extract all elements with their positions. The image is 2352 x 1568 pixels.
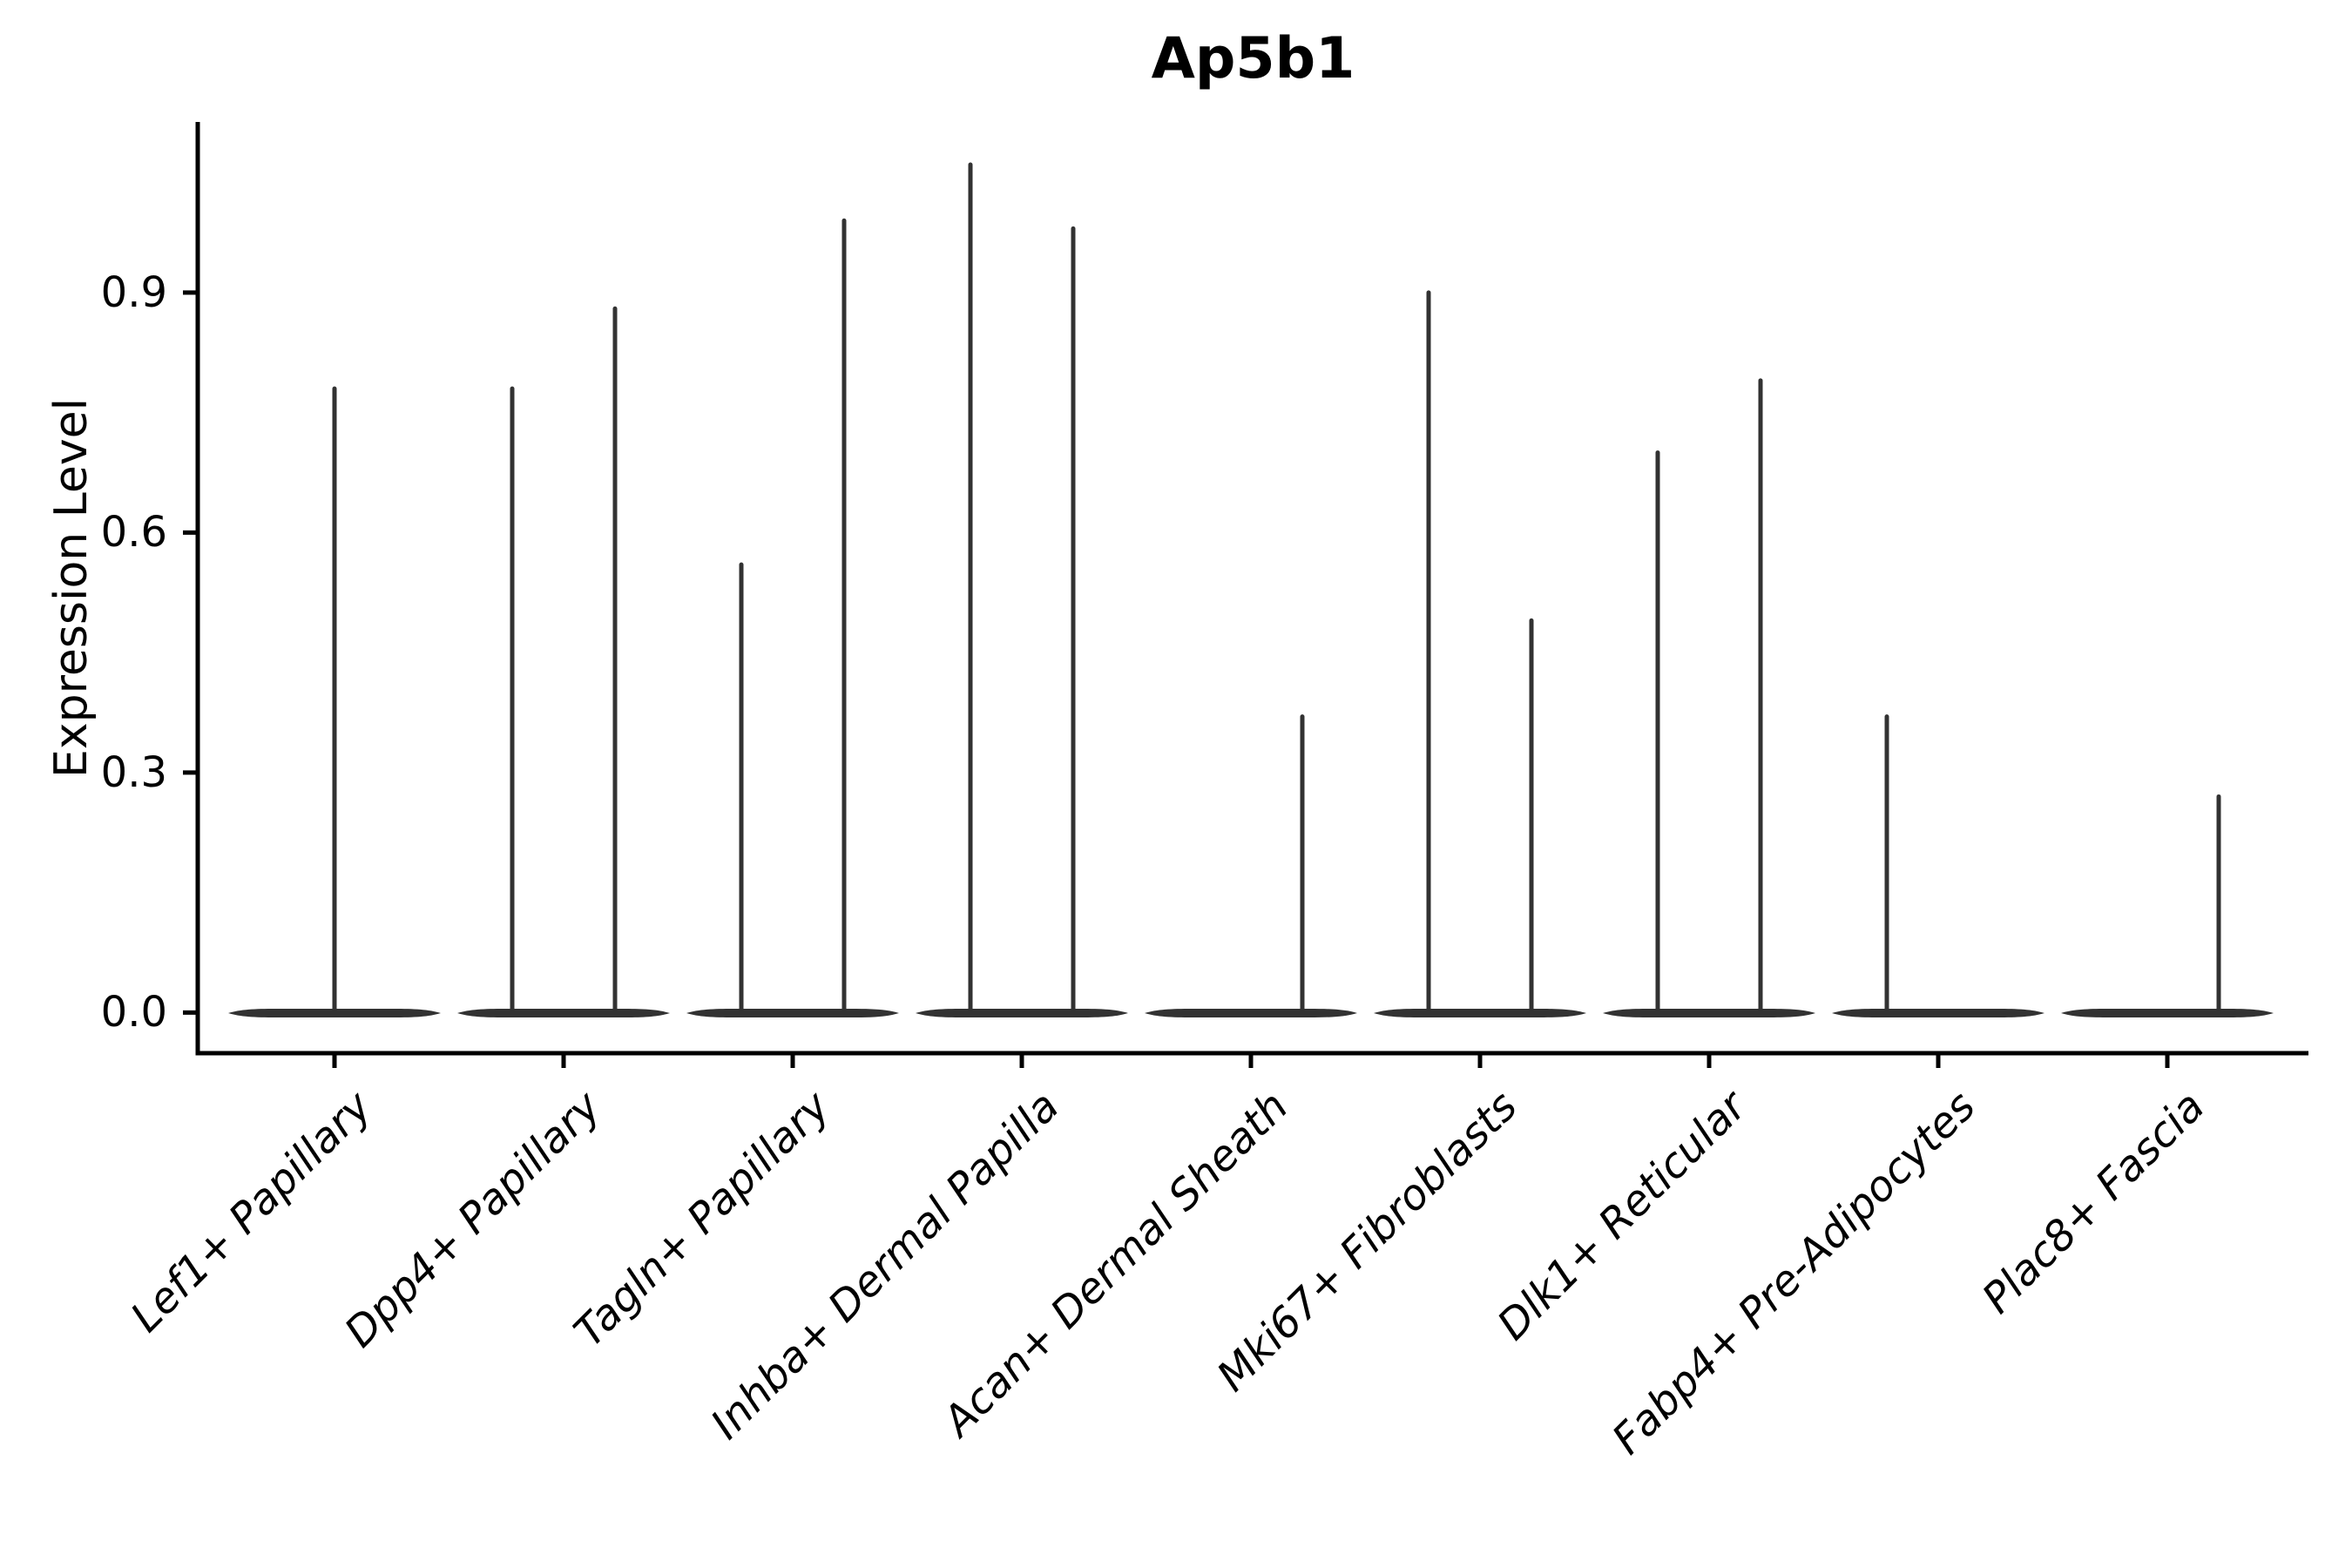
y-tick-label: 0.9 [100,267,167,317]
chart-title: Ap5b1 [1151,26,1355,91]
violin-base [916,1009,1128,1017]
violin-base [1603,1009,1815,1017]
violin-base [2061,1009,2274,1017]
y-tick-label: 0.3 [100,747,167,797]
violin-base [1832,1009,2044,1017]
violin-base [228,1009,441,1017]
y-tick-label: 0.6 [100,508,167,558]
violin-base [686,1009,899,1017]
violin-base [457,1009,670,1017]
axis-spines [195,122,2308,1056]
violin-base [1145,1009,1357,1017]
violin-base [1374,1009,1586,1017]
y-tick-label: 0.0 [100,988,167,1037]
